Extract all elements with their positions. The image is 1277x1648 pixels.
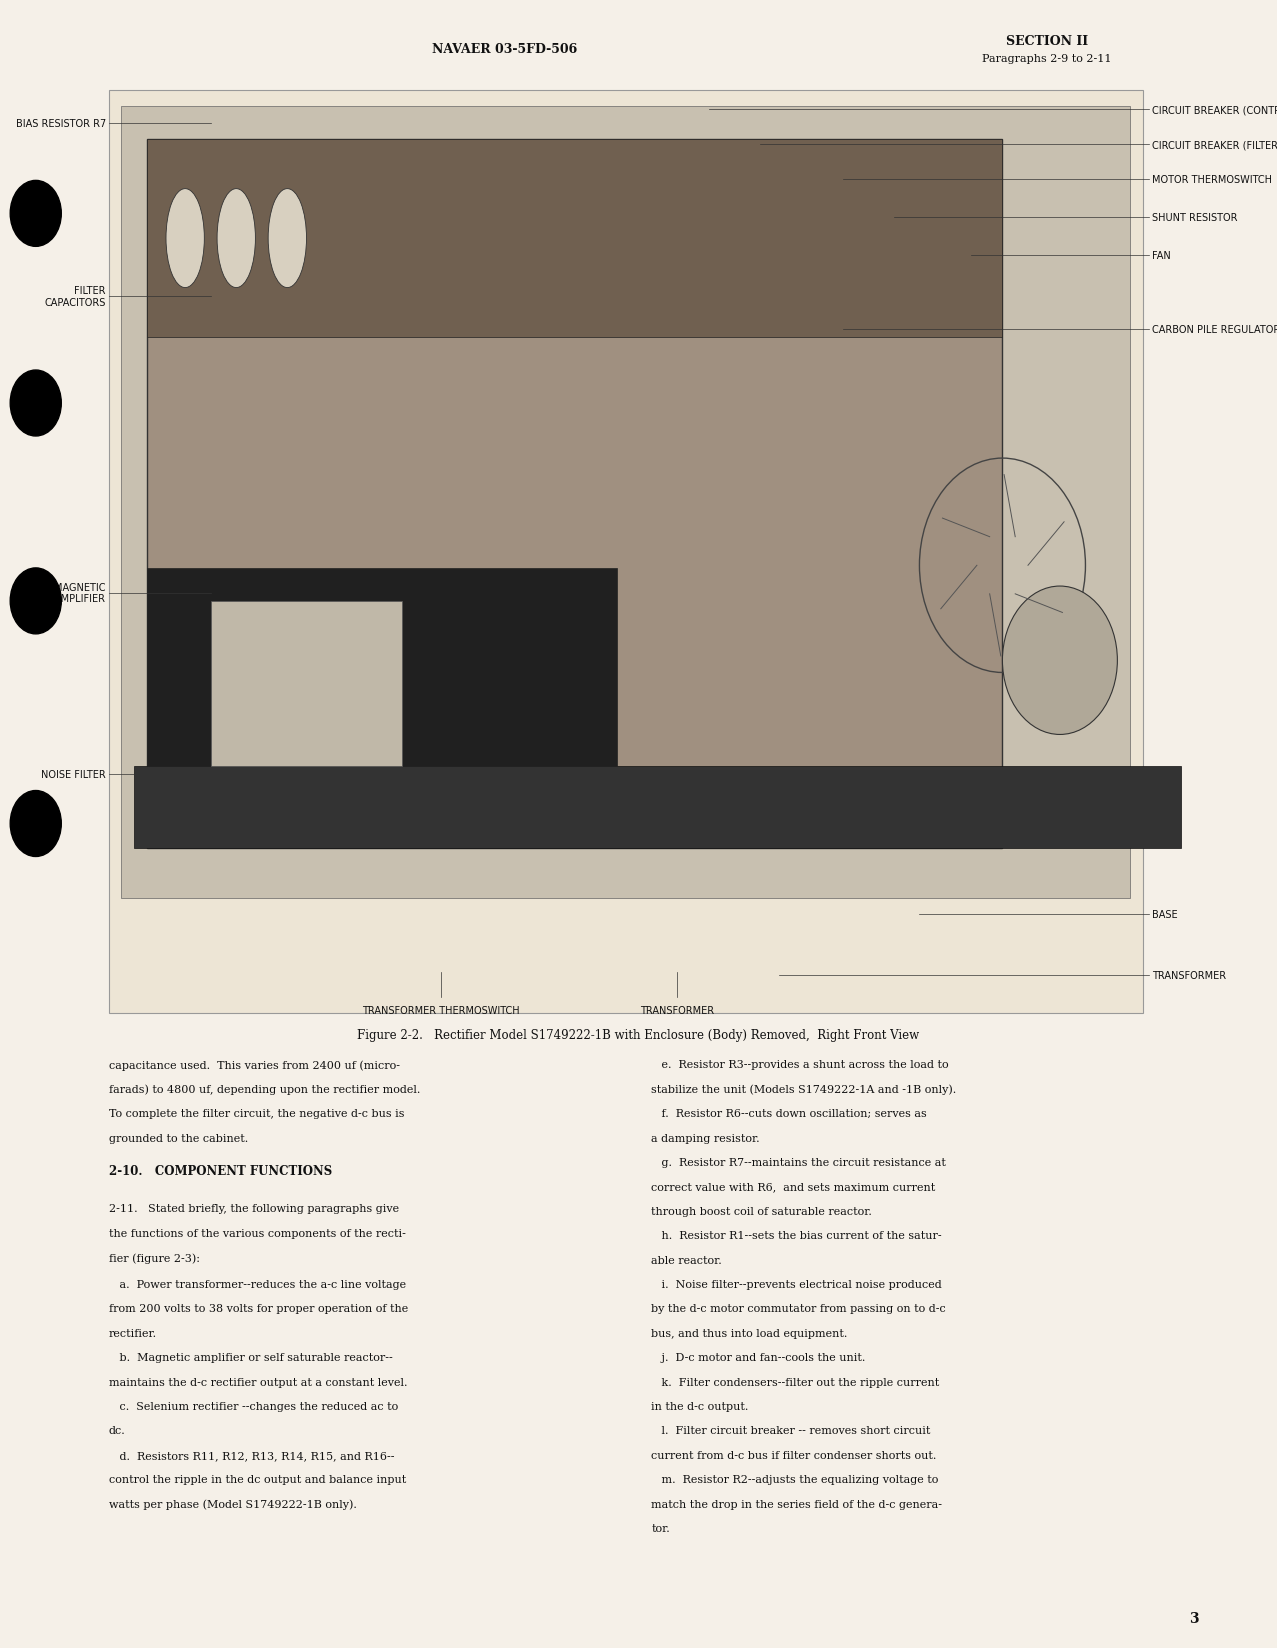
Text: a.  Power transformer--reduces the a-c line voltage: a. Power transformer--reduces the a-c li… — [109, 1279, 406, 1289]
Text: correct value with R6,  and sets maximum current: correct value with R6, and sets maximum … — [651, 1182, 936, 1192]
Text: NOISE FILTER: NOISE FILTER — [41, 770, 106, 780]
Text: capacitance used.  This varies from 2400 uf (micro-: capacitance used. This varies from 2400 … — [109, 1060, 400, 1070]
Text: TRANSFORMER: TRANSFORMER — [1152, 971, 1226, 981]
Text: j.  D-c motor and fan--cools the unit.: j. D-c motor and fan--cools the unit. — [651, 1353, 866, 1363]
Text: control the ripple in the dc output and balance input: control the ripple in the dc output and … — [109, 1475, 406, 1485]
Text: CIRCUIT BREAKER (FILTER CIRCUIT): CIRCUIT BREAKER (FILTER CIRCUIT) — [1152, 140, 1277, 150]
Text: FILTER
CAPACITORS: FILTER CAPACITORS — [45, 285, 106, 308]
Text: 3: 3 — [1189, 1612, 1199, 1625]
Text: current from d-c bus if filter condenser shorts out.: current from d-c bus if filter condenser… — [651, 1450, 936, 1460]
Text: by the d-c motor commutator from passing on to d-c: by the d-c motor commutator from passing… — [651, 1304, 946, 1313]
Text: g.  Resistor R7--maintains the circuit resistance at: g. Resistor R7--maintains the circuit re… — [651, 1157, 946, 1167]
Text: SHUNT RESISTOR: SHUNT RESISTOR — [1152, 213, 1237, 222]
Text: TRANSFORMER THERMOSWITCH: TRANSFORMER THERMOSWITCH — [361, 1005, 520, 1015]
Bar — [147, 569, 618, 766]
Text: 2-10.   COMPONENT FUNCTIONS: 2-10. COMPONENT FUNCTIONS — [109, 1165, 332, 1178]
Ellipse shape — [217, 190, 255, 288]
Text: from 200 volts to 38 volts for proper operation of the: from 200 volts to 38 volts for proper op… — [109, 1304, 407, 1313]
Text: bus, and thus into load equipment.: bus, and thus into load equipment. — [651, 1328, 848, 1338]
Text: maintains the d-c rectifier output at a constant level.: maintains the d-c rectifier output at a … — [109, 1376, 407, 1386]
Ellipse shape — [268, 190, 306, 288]
Text: f.  Resistor R6--cuts down oscillation; serves as: f. Resistor R6--cuts down oscillation; s… — [651, 1109, 927, 1119]
Text: BIAS RESISTOR R7: BIAS RESISTOR R7 — [15, 119, 106, 129]
Text: rectifier.: rectifier. — [109, 1328, 157, 1338]
Text: c.  Selenium rectifier --changes the reduced ac to: c. Selenium rectifier --changes the redu… — [109, 1401, 398, 1411]
Text: h.  Resistor R1--sets the bias current of the satur-: h. Resistor R1--sets the bias current of… — [651, 1231, 942, 1241]
Text: To complete the filter circuit, the negative d-c bus is: To complete the filter circuit, the nega… — [109, 1109, 404, 1119]
Circle shape — [1002, 587, 1117, 735]
Circle shape — [10, 181, 61, 247]
Text: m.  Resistor R2--adjusts the equalizing voltage to: m. Resistor R2--adjusts the equalizing v… — [651, 1475, 939, 1485]
Text: TRANSFORMER: TRANSFORMER — [640, 1005, 714, 1015]
Bar — [147, 140, 1002, 849]
Bar — [109, 91, 1143, 1014]
Text: in the d-c output.: in the d-c output. — [651, 1401, 748, 1411]
Text: farads) to 4800 uf, depending upon the rectifier model.: farads) to 4800 uf, depending upon the r… — [109, 1084, 420, 1094]
Text: MAGNETIC
AMPLIFIER: MAGNETIC AMPLIFIER — [55, 582, 106, 605]
Text: e.  Resistor R3--provides a shunt across the load to: e. Resistor R3--provides a shunt across … — [651, 1060, 949, 1070]
Text: tor.: tor. — [651, 1523, 670, 1533]
Text: CIRCUIT BREAKER (CONTROL CIRCUIT): CIRCUIT BREAKER (CONTROL CIRCUIT) — [1152, 105, 1277, 115]
Text: a damping resistor.: a damping resistor. — [651, 1132, 760, 1142]
Text: dc.: dc. — [109, 1426, 125, 1435]
Circle shape — [10, 791, 61, 857]
Text: the functions of the various components of the recti-: the functions of the various components … — [109, 1228, 405, 1238]
Bar — [134, 766, 1181, 849]
Text: l.  Filter circuit breaker -- removes short circuit: l. Filter circuit breaker -- removes sho… — [651, 1426, 931, 1435]
Text: NAVAER 03-5FD-506: NAVAER 03-5FD-506 — [432, 43, 577, 56]
Text: 2-11.   Stated briefly, the following paragraphs give: 2-11. Stated briefly, the following para… — [109, 1203, 398, 1213]
Ellipse shape — [166, 190, 204, 288]
Text: Paragraphs 2-9 to 2-11: Paragraphs 2-9 to 2-11 — [982, 54, 1112, 64]
Text: match the drop in the series field of the d-c genera-: match the drop in the series field of th… — [651, 1498, 942, 1508]
Text: grounded to the cabinet.: grounded to the cabinet. — [109, 1132, 248, 1142]
Text: i.  Noise filter--prevents electrical noise produced: i. Noise filter--prevents electrical noi… — [651, 1279, 942, 1289]
Text: able reactor.: able reactor. — [651, 1254, 722, 1264]
Text: watts per phase (Model S1749222-1B only).: watts per phase (Model S1749222-1B only)… — [109, 1498, 356, 1510]
Text: through boost coil of saturable reactor.: through boost coil of saturable reactor. — [651, 1206, 872, 1216]
Text: d.  Resistors R11, R12, R13, R14, R15, and R16--: d. Resistors R11, R12, R13, R14, R15, an… — [109, 1450, 395, 1460]
Bar — [121, 107, 1130, 898]
Text: BASE: BASE — [1152, 910, 1177, 920]
Text: fier (figure 2-3):: fier (figure 2-3): — [109, 1252, 199, 1262]
Text: MOTOR THERMOSWITCH: MOTOR THERMOSWITCH — [1152, 175, 1272, 185]
Circle shape — [10, 371, 61, 437]
Bar — [147, 140, 1002, 338]
Circle shape — [10, 569, 61, 634]
Text: stabilize the unit (Models S1749222-1A and -1B only).: stabilize the unit (Models S1749222-1A a… — [651, 1084, 956, 1094]
Text: k.  Filter condensers--filter out the ripple current: k. Filter condensers--filter out the rip… — [651, 1376, 940, 1386]
Text: Figure 2-2.   Rectifier Model S1749222-1B with Enclosure (Body) Removed,  Right : Figure 2-2. Rectifier Model S1749222-1B … — [358, 1028, 919, 1042]
Text: FAN: FAN — [1152, 250, 1171, 260]
Text: b.  Magnetic amplifier or self saturable reactor--: b. Magnetic amplifier or self saturable … — [109, 1353, 392, 1363]
Bar — [211, 602, 402, 766]
Text: SECTION II: SECTION II — [1006, 35, 1088, 48]
Text: CARBON PILE REGULATOR: CARBON PILE REGULATOR — [1152, 325, 1277, 335]
